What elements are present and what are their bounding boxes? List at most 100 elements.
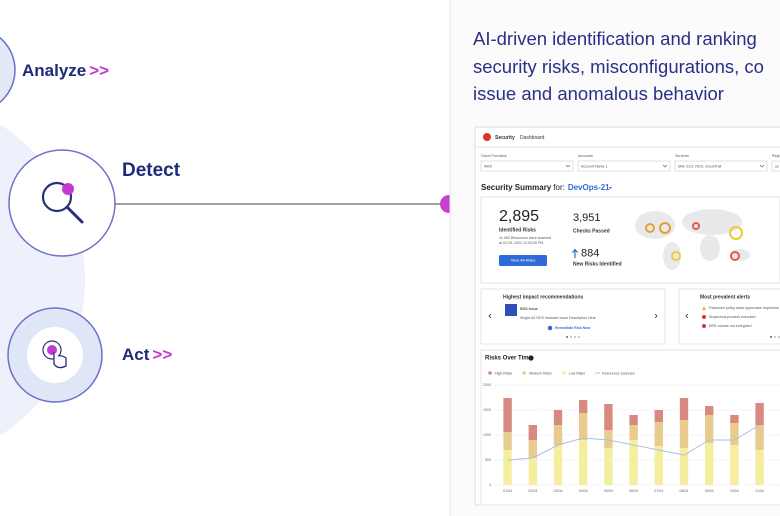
alert-icon [702,324,706,328]
x-tick-label: 08/04 [680,489,689,493]
recommendations-card [480,288,666,345]
bar-segment [629,415,638,425]
y-tick-label: 1000 [483,433,491,437]
filter-caret [662,164,668,168]
alert-icon [702,315,706,319]
card-title: Most prevalent alerts [700,294,750,300]
step-arrow: >> [89,61,109,80]
bar-segment [503,432,512,450]
alert-icon [702,306,706,310]
alert-item: Suspicious process executed [709,315,756,319]
x-tick-label: 09/04 [705,489,714,493]
magnifier [41,181,73,213]
bar-segment [730,415,739,423]
y-tick-label: 2000 [483,383,491,387]
filter-value: Account Name 1 [581,164,608,168]
identified-count: 2,895 [499,208,539,225]
map-hotspots [645,222,743,261]
filter-select[interactable] [577,160,671,172]
bar-segment [604,448,613,485]
legend-swatch [522,371,526,375]
y-tick-label: 500 [485,458,491,462]
filter-select[interactable] [771,160,780,172]
bar-segment [528,440,537,458]
bar-segment [604,404,613,430]
filter-select[interactable] [674,160,768,172]
hand-icon [53,352,67,369]
alerts-card [678,288,780,345]
y-tick-label: 0 [489,483,491,487]
headline: issue and anomalous behavior [473,83,724,104]
remediate-link[interactable]: Remediate Risk Now [555,326,591,330]
item-desc: Single AZ RDS Instance Issue Description… [520,316,596,320]
item-title: RDS Issue [520,307,538,311]
summary-heading: Security Summary for: DevOps-21 [481,183,610,192]
step-arrow: >> [152,345,172,364]
bar-segment [629,440,638,485]
app-name: Security [495,135,515,141]
action-icon [547,325,553,331]
alert-item: EBS volume not encrypted [709,324,752,328]
line-series [507,424,760,461]
bar-segment [553,410,563,425]
bar-segment [730,423,739,445]
bar-segment [604,430,613,448]
step-act: Act >> [122,345,172,364]
y-tick-label: 1500 [483,408,491,412]
filter-value: us [775,164,779,168]
summary-env[interactable]: DevOps-21 [568,183,610,192]
checks-label: Checks Passed [573,228,610,234]
bar-segment [654,446,663,485]
filter-label: Cloud Providers [481,154,507,158]
headline: security risks, misconfigurations, co [473,56,764,77]
legend-swatch [561,371,566,375]
step-analyze: Analyze >> [22,61,109,80]
carousel-arrow[interactable] [685,313,689,319]
bar-segment [579,400,588,413]
x-tick-label: 10/04 [730,489,739,493]
bar-segment [654,422,663,446]
scan-note: at 02.25, 2021 12:00:00 PM [499,241,543,245]
touch-ring [42,340,62,360]
bar-segment [579,440,588,485]
bar-segment [679,448,689,485]
bar-segment [503,450,512,485]
summary-for: for: [553,183,565,192]
bar-segment [705,415,714,443]
bar-segment [755,403,764,425]
x-tick-label: 03/04 [554,489,563,493]
alert-item: Password policy lacks uppercase requirem… [709,306,779,310]
step-label: Act [122,345,150,364]
summary-title: Security Summary [481,183,552,192]
view-all-button[interactable] [499,255,547,266]
x-tick-label: 01/04 [503,489,512,493]
legend-label: High Risks [495,371,512,375]
filter-value: IAM, EC2, RDS, CloudTrail [678,164,721,168]
legend-label: Medium Risks [529,371,552,375]
step-label: Analyze [22,61,86,80]
magnifier-dot [62,183,74,195]
scan-note: 11,083 Resources were scanned [499,236,551,240]
bar-segment [503,398,512,432]
bar-segment [730,445,739,485]
summary-card [480,196,780,284]
x-tick-label: 11/04 [755,489,764,493]
filter-value: AWS [484,164,493,168]
analyze-circle [0,36,16,104]
legend-label: Resources Scanned [602,371,634,375]
filters: Cloud Providers AWS Accounts Account Name 1… [480,154,780,172]
filter-select[interactable] [480,160,574,172]
carousel-arrows[interactable] [488,313,658,319]
page-name: Dashboard [520,135,545,141]
filter-caret [759,164,765,168]
info-icon [528,355,534,361]
chart-title: Risks Over Time [485,356,533,362]
x-tick-label: 06/04 [629,489,638,493]
bar-segment [755,425,764,450]
bar-segment [553,425,563,445]
bar-segment [679,420,689,448]
x-tick-label: 07/04 [654,489,663,493]
identified-label: Identified Risks [499,227,536,233]
